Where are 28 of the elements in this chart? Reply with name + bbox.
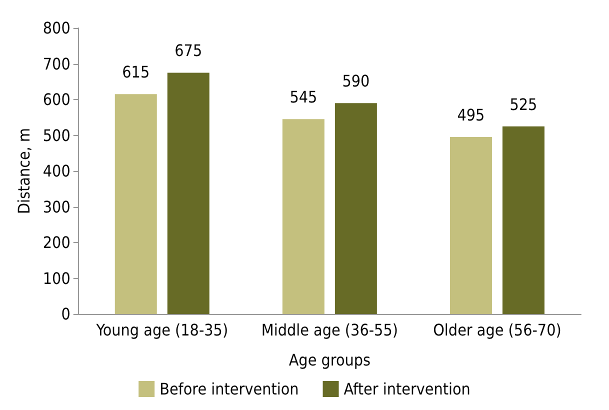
- bar: [334, 103, 377, 314]
- bar: [450, 137, 492, 314]
- x-axis-title: Age groups: [288, 350, 371, 370]
- data-label: 495: [457, 106, 485, 125]
- y-tick-label: 500: [42, 126, 70, 145]
- y-tick-label: 200: [42, 233, 70, 252]
- legend-label: Before intervention: [160, 380, 299, 398]
- y-tick-label: 800: [42, 18, 70, 38]
- legend-label: After intervention: [344, 380, 470, 398]
- bar: [167, 72, 210, 314]
- x-tick-label: Older age (56-70): [433, 320, 562, 340]
- data-label: 615: [122, 62, 150, 82]
- y-tick-label: 700: [42, 54, 70, 74]
- y-tick-label: 400: [42, 162, 70, 180]
- x-tick-label: Middle age (36-55): [261, 320, 398, 340]
- bar: [114, 94, 157, 314]
- bar: [502, 126, 544, 314]
- y-tick-label: 600: [42, 90, 70, 109]
- data-label: 545: [290, 88, 318, 107]
- y-tick-label: 300: [42, 197, 70, 216]
- data-label: 590: [342, 72, 370, 91]
- y-axis-title: Distance, m: [14, 128, 34, 214]
- bar: [282, 119, 324, 314]
- y-tick-label: 0: [61, 304, 70, 324]
- data-label: 525: [510, 94, 538, 114]
- data-label: 675: [174, 41, 202, 60]
- y-tick-label: 100: [42, 268, 70, 288]
- x-tick-label: Young age (18-35): [95, 320, 228, 340]
